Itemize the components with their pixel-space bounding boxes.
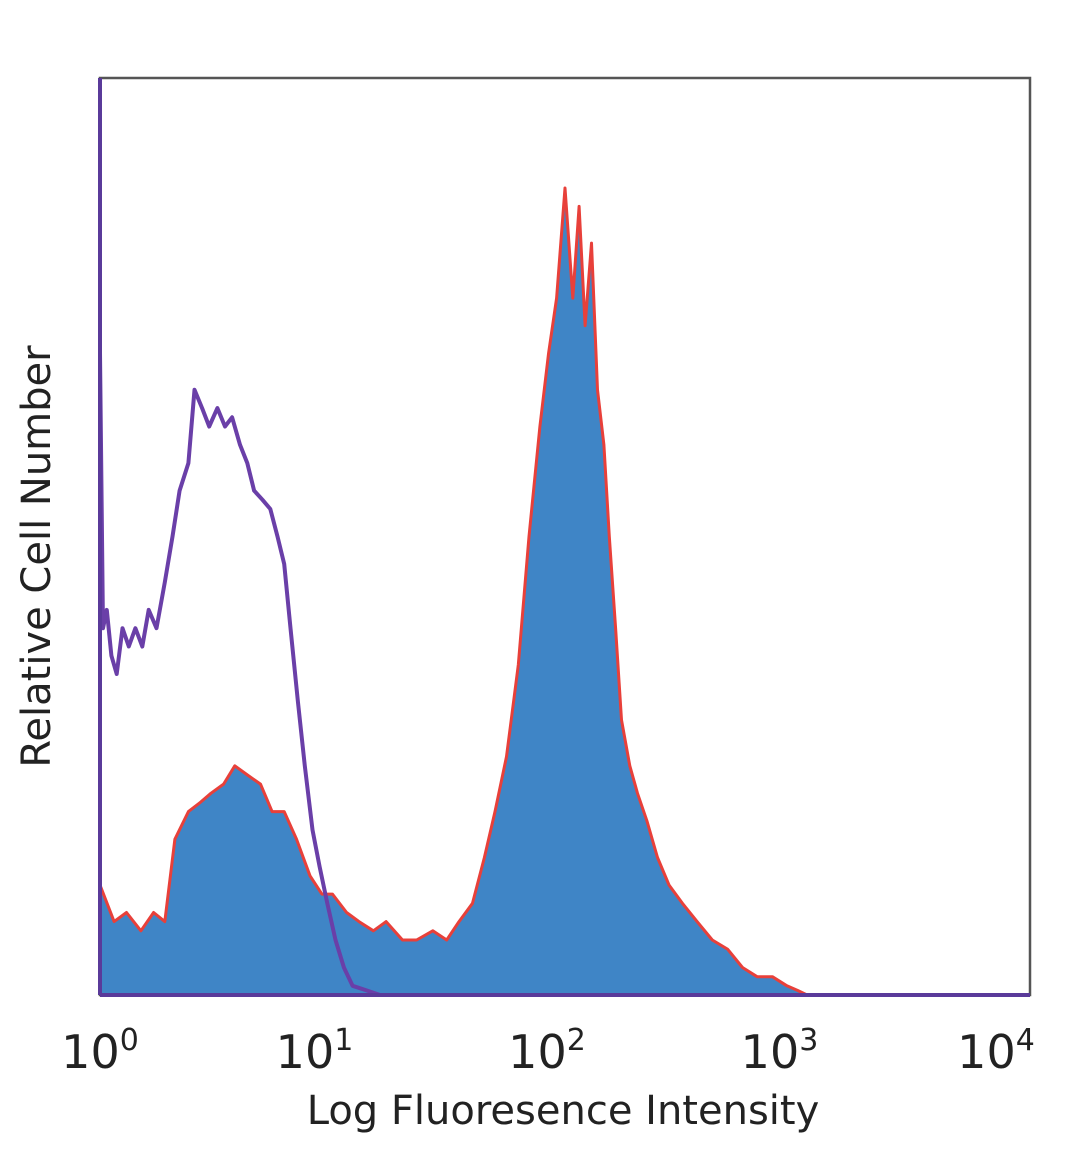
series-0-edge [98, 186, 1030, 997]
x-axis-label: Log Fluoresence Intensity [307, 1088, 820, 1134]
x-tick-label: 102 [508, 1023, 586, 1079]
x-tick-label: 100 [61, 1023, 139, 1079]
x-tick-label: 103 [741, 1023, 819, 1079]
series-0-fill [100, 188, 1030, 995]
y-axis-label: Relative Cell Number [14, 345, 60, 768]
series-1-line [98, 353, 1030, 997]
series-layer [98, 186, 1030, 997]
x-tick-labels: 100 101 102 103 104 [61, 1023, 1035, 1079]
x-tick-label: 101 [276, 1023, 354, 1079]
x-tick-label: 104 [957, 1023, 1035, 1079]
